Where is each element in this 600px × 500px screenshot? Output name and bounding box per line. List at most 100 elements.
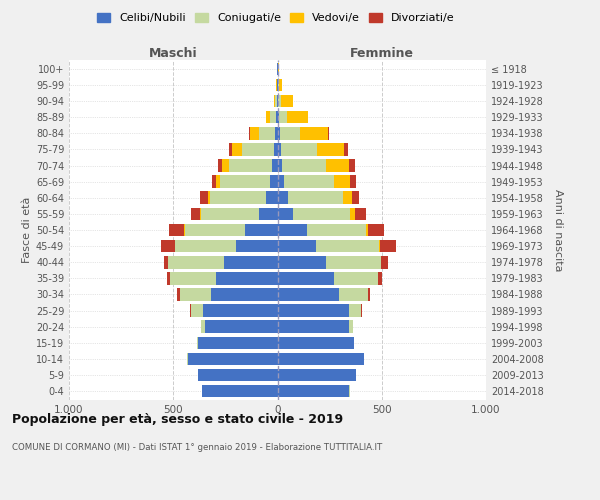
Bar: [277, 368, 356, 382]
Bar: [328, 127, 329, 140]
Bar: [200, 208, 202, 220]
Bar: [366, 224, 368, 236]
Bar: [277, 336, 353, 349]
Bar: [277, 224, 307, 236]
Bar: [202, 208, 259, 220]
Bar: [352, 192, 359, 204]
Bar: [216, 272, 277, 284]
Text: Popolazione per età, sesso e stato civile - 2019: Popolazione per età, sesso e stato civil…: [12, 412, 343, 426]
Bar: [326, 160, 349, 172]
Bar: [277, 192, 288, 204]
Bar: [222, 160, 229, 172]
Bar: [278, 95, 281, 108]
Bar: [270, 176, 277, 188]
Bar: [361, 304, 362, 317]
Bar: [378, 272, 382, 284]
Bar: [339, 288, 368, 300]
Bar: [218, 160, 222, 172]
Bar: [202, 320, 205, 333]
Bar: [350, 208, 355, 220]
Bar: [368, 224, 384, 236]
Bar: [368, 288, 370, 300]
Bar: [277, 288, 339, 300]
Bar: [169, 224, 184, 236]
Bar: [161, 240, 175, 252]
Bar: [250, 127, 259, 140]
Bar: [274, 143, 277, 156]
Bar: [175, 240, 236, 252]
Bar: [279, 78, 282, 92]
Bar: [277, 256, 326, 268]
Bar: [278, 78, 279, 92]
Bar: [277, 143, 281, 156]
Bar: [350, 176, 356, 188]
Bar: [198, 336, 277, 349]
Bar: [344, 143, 349, 156]
Bar: [170, 272, 216, 284]
Text: Maschi: Maschi: [149, 47, 197, 60]
Bar: [179, 288, 211, 300]
Bar: [379, 240, 380, 252]
Bar: [277, 240, 316, 252]
Bar: [198, 368, 277, 382]
Bar: [382, 256, 388, 268]
Bar: [211, 288, 277, 300]
Bar: [212, 176, 216, 188]
Bar: [301, 127, 328, 140]
Bar: [277, 160, 281, 172]
Bar: [274, 95, 275, 108]
Bar: [229, 143, 232, 156]
Bar: [317, 143, 344, 156]
Bar: [245, 224, 277, 236]
Bar: [281, 160, 326, 172]
Bar: [349, 304, 361, 317]
Bar: [281, 95, 293, 108]
Bar: [307, 224, 366, 236]
Bar: [278, 111, 287, 124]
Bar: [259, 127, 275, 140]
Bar: [220, 176, 270, 188]
Bar: [277, 385, 349, 398]
Bar: [353, 336, 355, 349]
Bar: [334, 272, 377, 284]
Bar: [168, 256, 224, 268]
Bar: [277, 320, 349, 333]
Bar: [178, 288, 179, 300]
Bar: [200, 192, 208, 204]
Bar: [190, 304, 191, 317]
Bar: [277, 127, 280, 140]
Bar: [277, 208, 293, 220]
Legend: Celibi/Nubili, Coniugati/e, Vedovi/e, Divorziati/e: Celibi/Nubili, Coniugati/e, Vedovi/e, Di…: [93, 8, 459, 28]
Bar: [284, 176, 334, 188]
Bar: [270, 111, 277, 124]
Bar: [191, 304, 203, 317]
Bar: [288, 192, 343, 204]
Bar: [277, 304, 349, 317]
Bar: [242, 143, 274, 156]
Y-axis label: Anni di nascita: Anni di nascita: [553, 188, 563, 271]
Bar: [259, 208, 277, 220]
Bar: [184, 224, 185, 236]
Bar: [277, 95, 278, 108]
Bar: [349, 160, 355, 172]
Bar: [266, 192, 277, 204]
Bar: [216, 176, 220, 188]
Bar: [355, 208, 366, 220]
Bar: [334, 176, 350, 188]
Bar: [277, 111, 278, 124]
Text: Femmine: Femmine: [350, 47, 414, 60]
Bar: [236, 240, 277, 252]
Bar: [281, 143, 317, 156]
Bar: [287, 111, 308, 124]
Bar: [293, 208, 350, 220]
Bar: [275, 95, 277, 108]
Bar: [280, 127, 301, 140]
Bar: [381, 256, 382, 268]
Bar: [316, 240, 379, 252]
Bar: [326, 256, 381, 268]
Bar: [210, 192, 266, 204]
Bar: [229, 160, 272, 172]
Bar: [349, 320, 353, 333]
Bar: [266, 111, 270, 124]
Bar: [167, 272, 170, 284]
